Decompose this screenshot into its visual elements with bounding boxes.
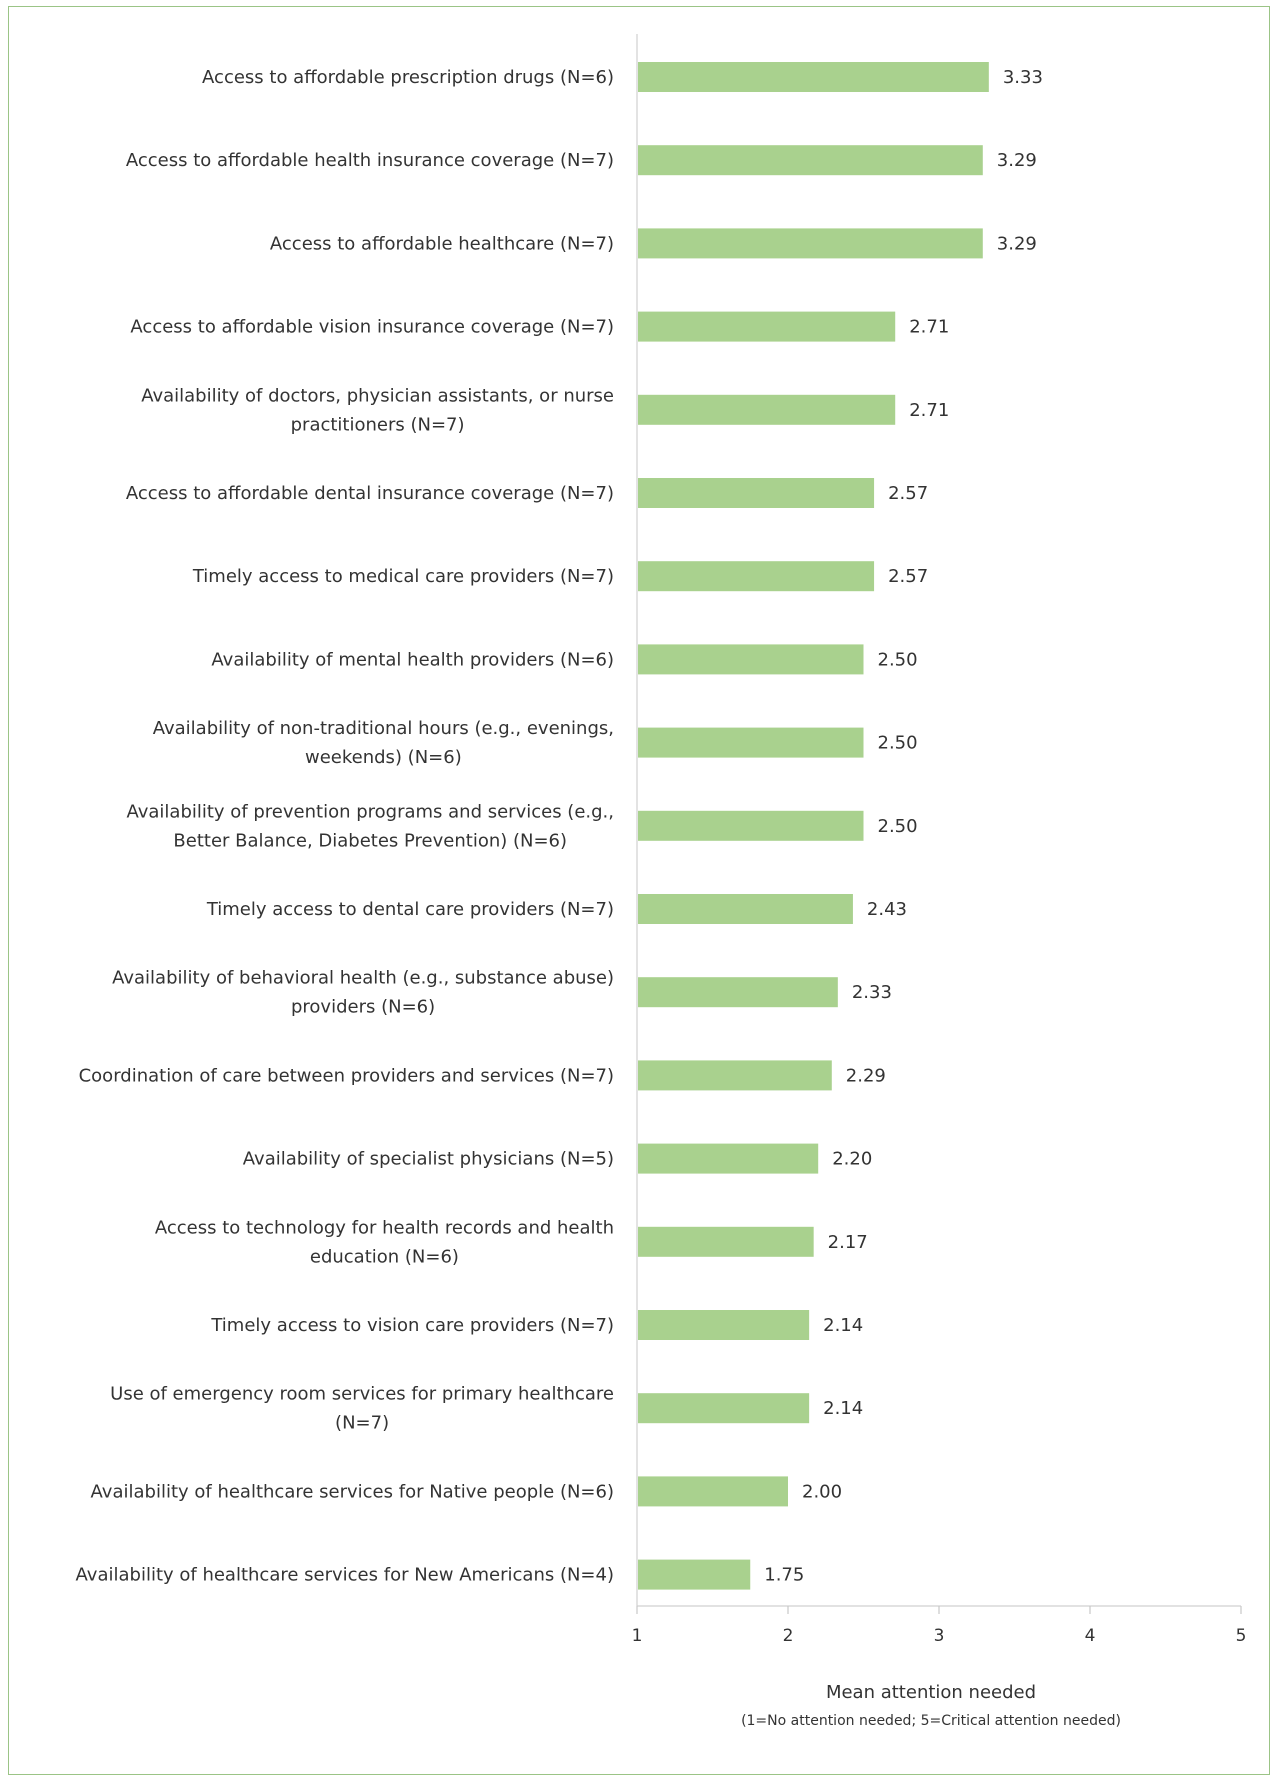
data-label: 2.00: [802, 1481, 842, 1502]
bar: [638, 1310, 810, 1340]
category-label-line: Availability of non-traditional hours (e…: [153, 718, 614, 739]
category-label-line: Availability of doctors, physician assis…: [141, 385, 614, 406]
bars: [638, 62, 989, 1590]
category-label-line: Access to affordable dental insurance co…: [126, 483, 614, 504]
category-label: Availability of non-traditional hours (e…: [153, 718, 614, 768]
category-label-line: Coordination of care between providers a…: [79, 1065, 614, 1086]
data-label: 2.29: [846, 1065, 886, 1086]
bar: [638, 1476, 788, 1507]
data-label: 2.20: [832, 1149, 872, 1170]
x-tick-label: 3: [934, 1626, 945, 1646]
category-label-line: Better Balance, Diabetes Prevention) (N=…: [173, 830, 567, 851]
x-tick-label: 2: [783, 1626, 794, 1646]
bar: [638, 977, 838, 1008]
category-labels: Access to affordable prescription drugs …: [76, 67, 614, 1586]
category-label-line: Availability of healthcare services for …: [76, 1565, 614, 1586]
category-label-line: Timely access to medical care providers …: [192, 566, 614, 587]
category-label: Access to affordable health insurance co…: [126, 150, 614, 171]
category-label: Access to affordable prescription drugs …: [202, 67, 614, 88]
data-label: 2.50: [878, 733, 918, 754]
bar: [638, 1393, 810, 1424]
x-axis-note: (1=No attention needed; 5=Critical atten…: [741, 1713, 1121, 1729]
category-label-line: Availability of healthcare services for …: [91, 1481, 614, 1502]
category-label-line: providers (N=6): [291, 997, 435, 1018]
data-label: 2.17: [828, 1232, 868, 1253]
category-label: Availability of healthcare services for …: [76, 1565, 614, 1586]
value-labels: 3.33 3.29 3.29 2.71 2.71 2.57 2.57 2.50 2.50 2.50…: [764, 67, 1043, 1586]
bar: [638, 62, 989, 92]
bar: [638, 1060, 832, 1091]
category-label: Availability of healthcare services for …: [91, 1481, 614, 1502]
bar: [638, 1226, 814, 1257]
category-label: Timely access to medical care providers …: [192, 566, 614, 587]
category-label: Availability of specialist physicians (N…: [243, 1149, 614, 1170]
category-label: Access to affordable dental insurance co…: [126, 483, 614, 504]
category-label: Access to technology for health records …: [155, 1217, 614, 1267]
category-label: Availability of prevention programs and …: [126, 801, 614, 851]
category-label-line: Availability of specialist physicians (N…: [243, 1149, 614, 1170]
category-label: Coordination of care between providers a…: [79, 1065, 614, 1086]
category-label: Availability of mental health providers …: [211, 649, 614, 670]
x-tick-label: 1: [632, 1626, 643, 1646]
bar: [638, 561, 875, 592]
category-label-line: Access to affordable vision insurance co…: [130, 317, 614, 338]
category-label: Access to affordable healthcare (N=7): [270, 233, 614, 254]
category-label-line: weekends) (N=6): [305, 747, 462, 768]
category-label-line: (N=7): [335, 1413, 389, 1434]
bar: [638, 228, 983, 259]
category-label: Timely access to dental care providers (…: [206, 899, 614, 920]
data-label: 2.50: [878, 649, 918, 670]
category-label-line: Availability of behavioral health (e.g.,…: [112, 968, 614, 989]
category-label: Timely access to vision care providers (…: [210, 1315, 614, 1336]
data-label: 2.50: [878, 816, 918, 837]
data-label: 2.71: [909, 400, 949, 421]
chart-frame: [8, 6, 1270, 1775]
category-label-line: Use of emergency room services for prima…: [110, 1384, 614, 1405]
category-label-line: Timely access to vision care providers (…: [210, 1315, 614, 1336]
data-label: 2.14: [823, 1398, 863, 1419]
category-label: Availability of doctors, physician assis…: [141, 385, 614, 435]
category-label-line: education (N=6): [310, 1246, 459, 1267]
bar: [638, 311, 896, 342]
category-label: Availability of behavioral health (e.g.,…: [112, 968, 614, 1018]
bar: [638, 644, 864, 675]
data-label: 2.33: [852, 982, 892, 1003]
category-label-line: practitioners (N=7): [291, 414, 465, 435]
category-label-line: Access to affordable healthcare (N=7): [270, 233, 614, 254]
bar: [638, 478, 875, 508]
bar: [638, 145, 983, 176]
bar: [638, 727, 864, 758]
x-tick-label: 5: [1236, 1626, 1247, 1646]
bar: [638, 894, 853, 924]
category-label-line: Access to affordable health insurance co…: [126, 150, 614, 171]
bar: [638, 1559, 751, 1590]
data-label: 3.29: [997, 233, 1037, 254]
data-label: 2.71: [909, 317, 949, 338]
category-label-line: Availability of mental health providers …: [211, 649, 614, 670]
category-label: Use of emergency room services for prima…: [110, 1384, 614, 1434]
bar: [638, 394, 896, 425]
x-tick-label: 4: [1085, 1626, 1096, 1646]
data-label: 2.57: [888, 566, 928, 587]
data-label: 2.14: [823, 1315, 863, 1336]
x-axis: 1 2 3 4 5: [632, 34, 1247, 1646]
data-label: 2.43: [867, 899, 907, 920]
category-label-line: Access to affordable prescription drugs …: [202, 67, 614, 88]
data-label: 1.75: [764, 1565, 804, 1586]
category-label: Access to affordable vision insurance co…: [130, 317, 614, 338]
category-label-line: Availability of prevention programs and …: [126, 801, 614, 822]
data-label: 3.33: [1003, 67, 1043, 88]
category-label-line: Access to technology for health records …: [155, 1217, 614, 1238]
category-label-line: Timely access to dental care providers (…: [206, 899, 614, 920]
data-label: 2.57: [888, 483, 928, 504]
bar: [638, 1143, 819, 1174]
data-label: 3.29: [997, 150, 1037, 171]
bar: [638, 810, 864, 841]
x-axis-title: Mean attention needed: [826, 1682, 1036, 1703]
